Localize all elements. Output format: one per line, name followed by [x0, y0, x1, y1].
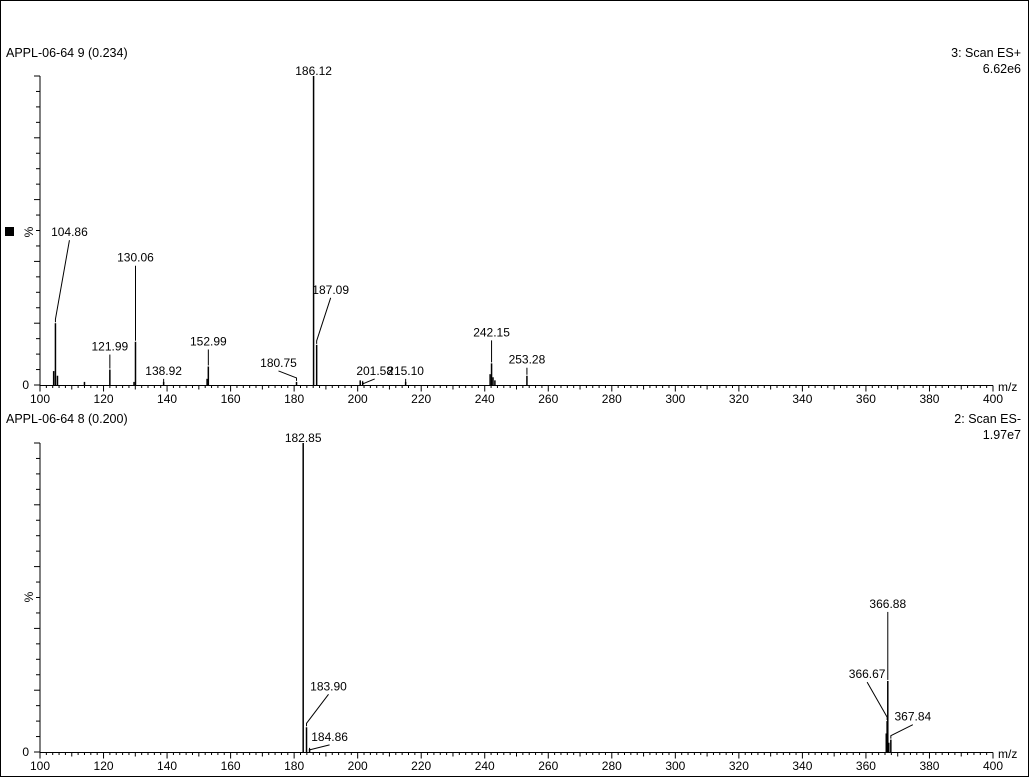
top-x-tick-label: 400	[983, 392, 1003, 406]
bottom-x-tick-label: 360	[856, 759, 876, 773]
top-x-tick-label: 280	[602, 392, 622, 406]
bottom-x-tick-label: 160	[221, 759, 241, 773]
bottom-peak-leader	[309, 744, 330, 751]
top-x-tick-label: 260	[538, 392, 558, 406]
top-peak-leader	[316, 297, 332, 344]
top-peak-label: 138.92	[145, 364, 182, 378]
bottom-x-tick-label: 300	[665, 759, 685, 773]
top-peak-label: 186.12	[295, 64, 332, 78]
top-peak-leader	[362, 378, 375, 385]
top-peak-leader	[278, 370, 298, 381]
bottom-x-tick-label: 120	[94, 759, 114, 773]
top-peak-label: 215.10	[387, 364, 424, 378]
bottom-peak-label: 183.90	[310, 679, 347, 693]
bottom-peak-label: 182.85	[285, 431, 322, 445]
top-x-tick-label: 100	[30, 392, 50, 406]
bottom-sample-label: APPL-06-64 8 (0.200)	[6, 412, 128, 426]
top-x-tick-label: 320	[729, 392, 749, 406]
top-intensity-label: 6.62e6	[983, 62, 1021, 76]
bottom-x-tick-label: 260	[538, 759, 558, 773]
bottom-y-tick-0: 0	[22, 745, 29, 759]
bottom-x-tick-label: 200	[348, 759, 368, 773]
bottom-x-tick-label: 180	[284, 759, 304, 773]
top-x-tick-label: 160	[221, 392, 241, 406]
top-x-tick-label: 360	[856, 392, 876, 406]
bottom-x-axis-label: m/z	[998, 747, 1017, 761]
bottom-x-tick-label: 220	[411, 759, 431, 773]
top-peak-label: 242.15	[473, 325, 510, 339]
bottom-x-tick-label: 100	[30, 759, 50, 773]
top-peak-label: 130.06	[117, 251, 154, 265]
bottom-spectrum-panel: 100 120 140 160 180 200 220 240 260 280 300 320 340 3…	[30, 431, 1003, 773]
bottom-peak-label: 184.86	[311, 730, 348, 744]
bottom-peak-leader	[306, 693, 329, 727]
bottom-x-tick-label: 280	[602, 759, 622, 773]
top-x-tick-label: 120	[94, 392, 114, 406]
top-panel-marker-icon	[5, 227, 14, 236]
top-x-tick-label: 220	[411, 392, 431, 406]
top-y-tick-0: 0	[22, 378, 29, 392]
top-peak-label: 201.58	[356, 364, 393, 378]
bottom-x-tick-label: 240	[475, 759, 495, 773]
top-peak-leader	[54, 240, 70, 323]
top-sample-label: APPL-06-64 9 (0.234)	[6, 46, 128, 60]
top-peak-label: 187.09	[312, 283, 349, 297]
top-x-tick-label: 200	[348, 392, 368, 406]
bottom-peak-leader	[890, 724, 914, 739]
top-scan-label: 3: Scan ES+	[951, 46, 1021, 60]
bottom-peak-label: 367.84	[894, 710, 931, 724]
top-x-tick-label: 180	[284, 392, 304, 406]
top-x-tick-label: 240	[475, 392, 495, 406]
bottom-y-axis-label: %	[22, 591, 36, 602]
top-x-tick-label: 380	[919, 392, 939, 406]
bottom-intensity-label: 1.97e7	[983, 428, 1021, 442]
top-x-axis-label: m/z	[998, 380, 1017, 394]
bottom-x-tick-label: 380	[919, 759, 939, 773]
top-peak-label: 253.28	[509, 353, 546, 367]
top-y-axis-label: %	[22, 226, 36, 237]
top-x-tick-label: 140	[157, 392, 177, 406]
bottom-peak-leader	[866, 681, 888, 721]
bottom-peak-label: 366.88	[869, 597, 906, 611]
top-peak-label: 121.99	[92, 340, 129, 354]
top-spectrum-panel: 100 120 140 160 180 200 220 240 260 280 300 320 340 3…	[30, 64, 1003, 406]
top-x-tick-label: 340	[792, 392, 812, 406]
bottom-x-tick-label: 400	[983, 759, 1003, 773]
bottom-scan-label: 2: Scan ES-	[954, 412, 1021, 426]
top-peak-label: 104.86	[51, 225, 88, 239]
top-peak-label: 152.99	[190, 334, 227, 348]
bottom-peak-label: 366.67	[849, 667, 886, 681]
top-peak-label: 180.75	[260, 356, 297, 370]
top-x-tick-label: 300	[665, 392, 685, 406]
bottom-x-tick-label: 320	[729, 759, 749, 773]
bottom-x-tick-label: 140	[157, 759, 177, 773]
bottom-x-tick-label: 340	[792, 759, 812, 773]
